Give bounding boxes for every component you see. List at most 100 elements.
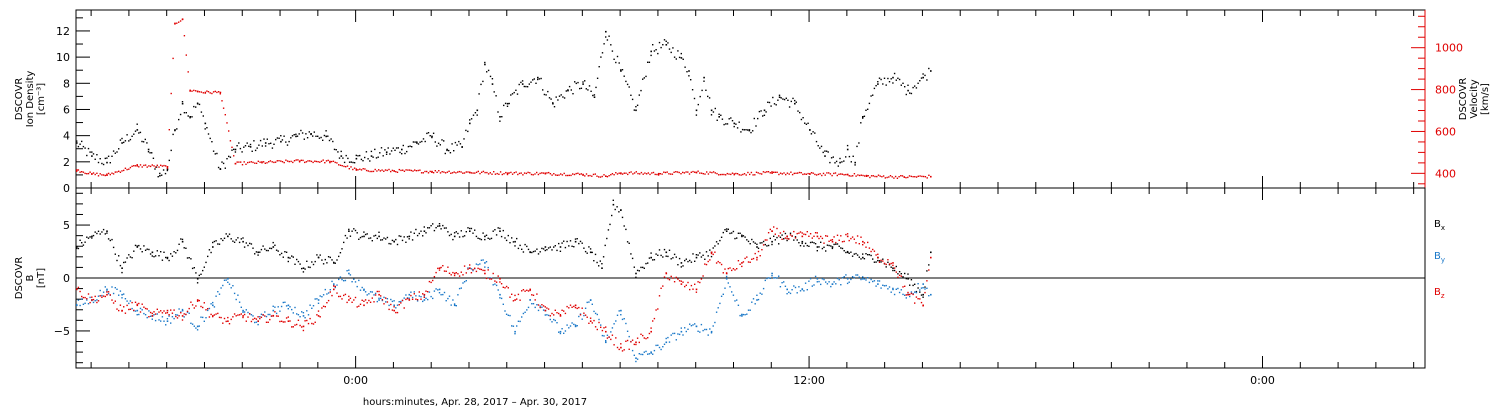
data-point [139,311,142,313]
data-point [548,171,550,174]
data-point [532,303,535,305]
data-point [400,169,402,172]
data-point [152,157,155,159]
data-point [610,44,612,46]
data-point [860,174,862,176]
data-point [209,92,211,94]
data-point [231,149,233,151]
data-point [547,90,549,93]
data-point [433,229,436,232]
data-point [374,168,376,171]
data-point [420,296,422,298]
data-point [166,318,169,320]
data-point [897,77,899,79]
data-point [491,83,494,85]
data-point [513,91,515,94]
data-point [324,288,326,291]
data-point [363,289,365,291]
data-point [895,265,897,268]
data-point [583,247,585,249]
data-point [212,304,214,307]
data-point [510,171,512,174]
data-point [136,246,139,248]
data-point [671,173,674,175]
data-point [611,334,614,336]
data-point [509,296,511,298]
data-point [530,81,532,83]
data-point [774,239,776,241]
data-point [358,305,360,307]
data-point [487,237,489,239]
data-point [620,69,622,71]
data-point [668,279,671,281]
data-point [628,348,630,350]
data-point [763,109,766,112]
data-point [287,260,289,263]
data-point [919,298,921,300]
data-point [665,44,668,46]
data-point [111,238,113,241]
data-point [880,261,882,263]
data-point [754,174,756,176]
data-point [244,145,247,147]
data-point [596,313,598,316]
data-point [187,115,189,117]
data-point [572,173,574,175]
data-point [710,252,713,255]
data-point [579,240,582,243]
data-point [283,135,285,137]
data-point [207,255,209,258]
data-point [841,247,844,250]
data-point [159,172,161,175]
data-point [618,62,620,64]
data-point [926,280,928,282]
data-point [845,251,847,254]
data-point [824,155,826,157]
data-point [623,349,625,351]
data-point [302,159,304,162]
data-point [709,249,711,251]
data-point [798,286,800,288]
data-point [920,294,923,296]
data-point [716,172,718,175]
data-point [161,174,163,176]
data-point [307,314,310,316]
data-point [733,125,735,128]
data-point [410,291,412,293]
data-point [111,172,113,174]
data-point [852,155,854,157]
data-point [606,337,609,339]
data-point [537,304,540,306]
data-point [689,323,691,325]
data-point [185,247,187,249]
data-point [605,36,607,38]
data-point [469,230,471,232]
data-point [803,173,806,175]
data-point [608,336,610,338]
data-point [359,236,362,239]
data-point [408,238,410,240]
data-point [452,271,454,274]
data-point [725,275,728,278]
data-point [794,286,797,289]
data-point [835,160,838,163]
data-point [613,58,615,60]
data-point [540,77,542,80]
data-point [725,278,728,280]
data-point [848,175,850,177]
data-point [846,278,849,280]
data-point [611,50,614,52]
data-point [292,312,294,314]
data-point [285,141,287,143]
data-point [317,161,319,163]
data-point [502,286,504,288]
data-point [556,249,558,252]
data-point [668,173,670,175]
data-point [520,172,522,174]
data-point [342,157,344,159]
data-point [155,166,158,168]
data-point [355,168,357,170]
data-point [773,171,775,173]
data-point [834,162,836,164]
data-point [118,294,120,296]
